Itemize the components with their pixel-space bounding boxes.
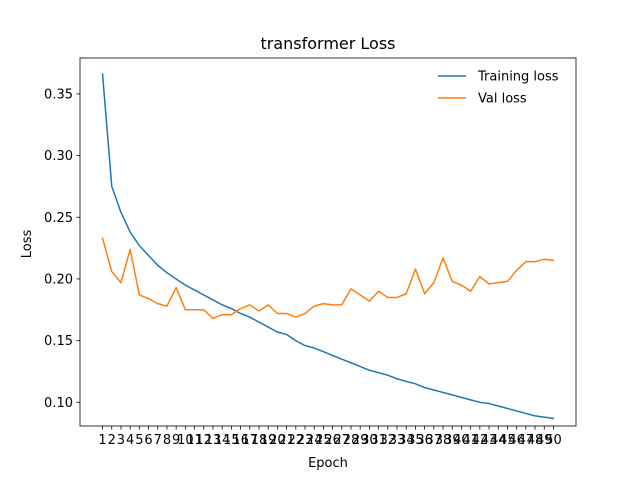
x-tick-label: 41 [462, 433, 479, 448]
x-tick-label: 35 [407, 433, 424, 448]
x-tick-label: 32 [380, 433, 397, 448]
x-tick-label: 28 [343, 433, 360, 448]
x-tick-label: 11 [186, 433, 203, 448]
x-tick-label: 34 [398, 433, 415, 448]
x-tick-label: 2 [108, 433, 116, 448]
legend-label-val-loss: Val loss [478, 92, 527, 107]
x-tick-label: 10 [177, 433, 194, 448]
x-tick-label: 24 [306, 433, 323, 448]
x-axis-label: Epoch [308, 456, 348, 471]
y-tick-label: 0.35 [44, 87, 73, 102]
x-tick-label: 47 [518, 433, 535, 448]
x-tick-label: 19 [260, 433, 277, 448]
x-tick-label: 7 [154, 433, 162, 448]
x-tick-label: 15 [223, 433, 240, 448]
x-tick-label: 42 [472, 433, 489, 448]
x-tick-label: 45 [499, 433, 516, 448]
x-tick-label: 3 [117, 433, 125, 448]
x-tick-label: 20 [269, 433, 286, 448]
x-tick-label: 48 [527, 433, 544, 448]
x-tick-label: 49 [536, 433, 553, 448]
x-tick-label: 22 [288, 433, 305, 448]
x-tick-label: 43 [481, 433, 498, 448]
x-tick-label: 27 [334, 433, 351, 448]
legend: Training loss Val loss [438, 70, 559, 107]
chart-title: transformer Loss [260, 34, 395, 53]
x-tick-label: 17 [242, 433, 259, 448]
y-tick-label: 0.30 [44, 149, 73, 164]
x-tick-label: 18 [251, 433, 268, 448]
x-tick-label: 9 [172, 433, 180, 448]
x-tick-label: 39 [444, 433, 461, 448]
x-tick-label: 26 [324, 433, 341, 448]
x-tick-label: 8 [163, 433, 171, 448]
x-tick-label: 31 [370, 433, 387, 448]
x-tick-label: 33 [389, 433, 406, 448]
x-tick-label: 1 [98, 433, 106, 448]
legend-label-training-loss: Training loss [477, 70, 559, 85]
x-tick-label: 4 [126, 433, 134, 448]
x-tick-label: 37 [426, 433, 443, 448]
x-tick-label: 36 [416, 433, 433, 448]
x-tick-label: 40 [453, 433, 470, 448]
x-tick-label: 38 [435, 433, 452, 448]
y-tick-label: 0.15 [44, 334, 73, 349]
x-tick-label: 25 [315, 433, 332, 448]
x-tick-label: 16 [232, 433, 249, 448]
series-line-training-loss [101, 73, 555, 420]
plot-area: 0.100.150.200.250.300.351 2 3 4 5 6 7 8 91011121… [44, 57, 577, 448]
x-tick-label: 6 [144, 433, 152, 448]
x-tick-label: 23 [297, 433, 314, 448]
y-tick-label: 0.20 [44, 272, 73, 287]
x-tick-label: 5 [135, 433, 143, 448]
x-tick-label: 13 [205, 433, 222, 448]
x-tick-label: 30 [361, 433, 378, 448]
x-tick-label: 44 [490, 433, 507, 448]
x-tick-label: 50 [545, 433, 562, 448]
y-axis-label: Loss [20, 230, 35, 259]
x-tick-label: 14 [214, 433, 231, 448]
y-tick-label: 0.25 [44, 211, 73, 226]
series-line-val-loss [101, 237, 555, 320]
axes-frame [79, 57, 577, 427]
x-tick-label: 46 [508, 433, 525, 448]
x-tick-label: 29 [352, 433, 369, 448]
x-tick-label: 21 [278, 433, 295, 448]
y-tick-label: 0.10 [44, 396, 73, 411]
x-tick-label: 12 [195, 433, 212, 448]
